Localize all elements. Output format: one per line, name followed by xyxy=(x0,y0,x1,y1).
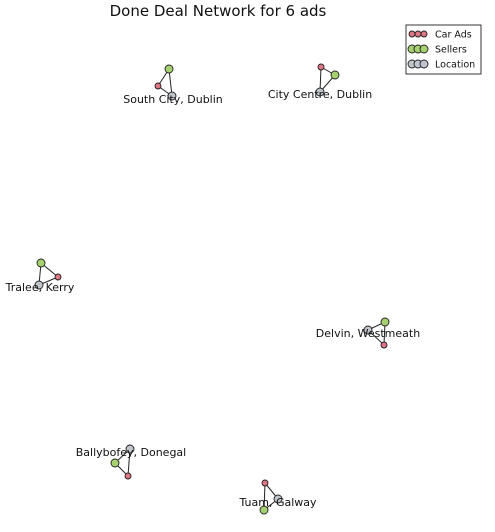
legend-item-location: Location xyxy=(407,59,475,71)
seller-node xyxy=(110,458,120,468)
network-cluster: City Centre, Dublin xyxy=(268,63,372,101)
location-label: Tralee, Kerry xyxy=(5,281,75,294)
figure-title: Done Deal Network for 6 ads xyxy=(110,2,327,20)
location-node xyxy=(34,280,44,290)
seller-node xyxy=(164,64,174,74)
seller-node xyxy=(380,317,390,327)
legend-marker xyxy=(419,59,429,69)
location-label: Tuam, Galway xyxy=(238,496,317,509)
location-node xyxy=(273,494,283,504)
location-node xyxy=(315,87,325,97)
network-clusters: South City, Dublin City Centre, Dublin Tra… xyxy=(5,63,420,515)
network-cluster: South City, Dublin xyxy=(123,64,223,106)
legend-marker xyxy=(419,44,429,54)
car-ad-node xyxy=(317,63,325,71)
location-label: City Centre, Dublin xyxy=(268,88,372,101)
location-node xyxy=(167,91,177,101)
network-cluster: Ballybofey, Donegal xyxy=(76,444,186,480)
legend-item-car-ad: Car Ads xyxy=(408,30,472,41)
legend-marker xyxy=(414,30,422,38)
network-edge xyxy=(263,482,266,511)
network-cluster: Delvin, Westmeath xyxy=(316,317,420,349)
location-label: Ballybofey, Donegal xyxy=(76,446,186,459)
network-cluster: Tuam, Galway xyxy=(238,479,317,515)
legend-marker xyxy=(408,30,416,38)
location-node xyxy=(363,325,373,335)
location-label: Delvin, Westmeath xyxy=(316,327,420,340)
network-cluster: Tralee, Kerry xyxy=(5,258,75,294)
legend-label: Location xyxy=(435,60,475,71)
legend-marker xyxy=(420,30,428,38)
seller-node xyxy=(259,505,269,515)
car-ad-node xyxy=(54,273,62,281)
legend-label: Sellers xyxy=(435,45,467,56)
legend-item-seller: Sellers xyxy=(407,44,467,56)
car-ad-node xyxy=(261,479,269,487)
location-node xyxy=(125,444,135,454)
network-edge xyxy=(168,68,173,97)
legend: Car Ads Sellers Location xyxy=(405,24,482,75)
location-label: South City, Dublin xyxy=(123,93,223,106)
network-edge xyxy=(127,448,131,477)
seller-node xyxy=(36,258,46,268)
seller-node xyxy=(330,70,340,80)
car-ad-node xyxy=(154,82,162,90)
car-ad-node xyxy=(380,341,388,349)
legend-label: Car Ads xyxy=(435,30,472,41)
car-ad-node xyxy=(124,472,132,480)
